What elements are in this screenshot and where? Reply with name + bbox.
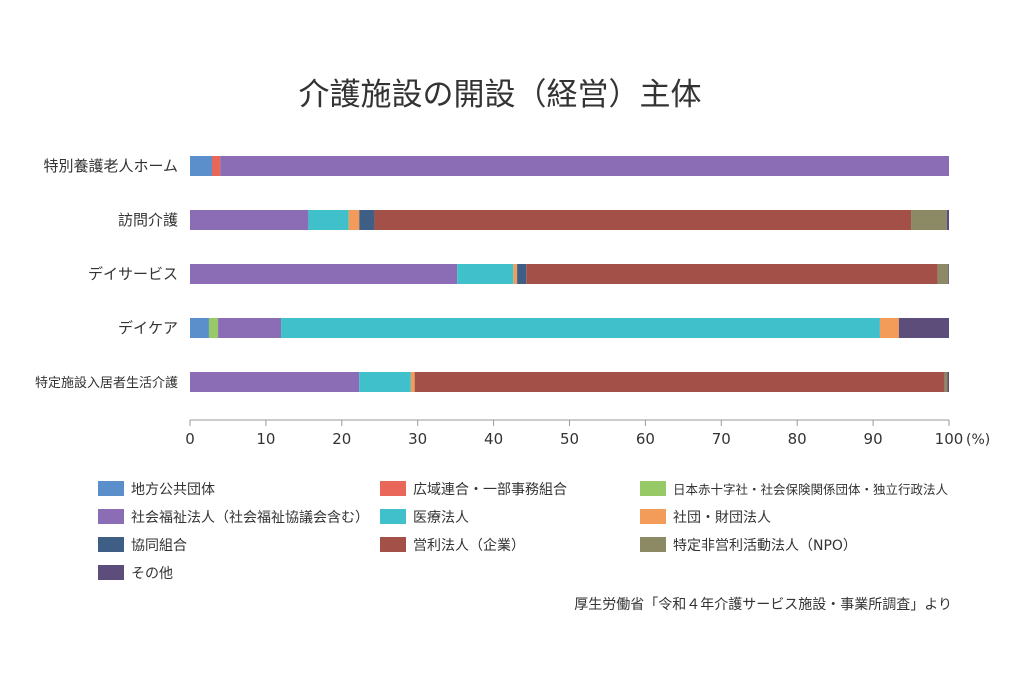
x-tick-label: 60 — [636, 430, 655, 448]
legend-swatch — [640, 481, 666, 496]
legend-label: 協同組合 — [131, 538, 187, 554]
bar-segment — [212, 156, 221, 176]
legend-label: 日本赤十字社・社会保険関係団体・独立行政法人 — [673, 482, 949, 497]
x-tick-label: 0 — [185, 430, 195, 448]
bar-segment — [359, 372, 411, 392]
bar-segment — [374, 210, 912, 230]
bar-segment — [220, 156, 950, 176]
chart-title: 介護施設の開設（経営）主体 — [299, 77, 702, 113]
legend-label: 社会福祉法人（社会福祉協議会含む） — [131, 509, 369, 526]
legend-swatch — [640, 537, 666, 552]
x-tick-label: 30 — [408, 430, 427, 448]
source-note: 厚生労働省「令和４年介護サービス施設・事業所調査」より — [574, 597, 952, 613]
legend-swatch — [98, 537, 124, 552]
bars-layer — [190, 156, 950, 392]
legend-label: 社団・財団法人 — [673, 510, 771, 526]
category-label: デイケア — [118, 319, 178, 337]
x-tick-label: 100 — [935, 430, 964, 448]
bar-segment — [911, 210, 947, 230]
legend-swatch — [640, 509, 666, 524]
bar-segment — [190, 372, 360, 392]
bar-segment — [879, 318, 899, 338]
bar-segment — [208, 318, 219, 338]
legend-label: その他 — [131, 566, 173, 582]
category-label: 訪問介護 — [118, 211, 178, 229]
legend-swatch — [98, 481, 124, 496]
bar-segment — [308, 210, 349, 230]
x-axis-unit-label: (%) — [966, 432, 990, 448]
bar-segment — [410, 372, 415, 392]
bar-segment — [414, 372, 945, 392]
x-tick-label: 90 — [864, 430, 883, 448]
legend-swatch — [98, 509, 124, 524]
category-label: 特定施設入居者生活介護 — [35, 375, 178, 391]
category-label: デイサービス — [88, 265, 178, 283]
x-tick-label: 70 — [712, 430, 731, 448]
bar-segment — [190, 264, 458, 284]
legend-label: 特定非営利活動法人（NPO） — [673, 538, 857, 554]
legend-swatch — [380, 509, 406, 524]
bar-segment — [457, 264, 514, 284]
legend-swatch — [380, 537, 406, 552]
legend-swatch — [98, 565, 124, 580]
x-tick-label: 50 — [560, 430, 579, 448]
x-tick-label: 20 — [332, 430, 351, 448]
category-label: 特別養護老人ホーム — [43, 157, 178, 175]
bar-segment — [937, 264, 949, 284]
bar-segment — [359, 210, 375, 230]
legend-label: 地方公共団体 — [131, 482, 215, 498]
legend: 地方公共団体 広域連合・一部事務組合 日本赤十字社・社会保険関係団体・独立行政法人社… — [98, 481, 949, 582]
bar-segment — [948, 264, 949, 284]
bar-segment — [517, 264, 527, 284]
legend-label: 営利法人（企業） — [413, 537, 525, 554]
x-tick-label: 80 — [788, 430, 807, 448]
bar-segment — [190, 210, 309, 230]
bar-segment — [218, 318, 282, 338]
legend-label: 医療法人 — [413, 509, 469, 526]
bar-segment — [281, 318, 880, 338]
bar-segment — [348, 210, 360, 230]
bar-segment — [190, 156, 213, 176]
bar-segment — [513, 264, 518, 284]
bar-segment — [946, 210, 949, 230]
legend-label: 広域連合・一部事務組合 — [413, 482, 567, 498]
legend-swatch — [380, 481, 406, 496]
x-axis-ticks: 0 10 20 30 40 50 60 70 80 90 100 — [185, 420, 963, 448]
bar-segment — [190, 318, 209, 338]
bar-segment — [898, 318, 949, 338]
bar-segment — [944, 372, 948, 392]
bar-segment — [526, 264, 938, 284]
bar-segment — [947, 372, 949, 392]
x-tick-label: 40 — [484, 430, 503, 448]
x-tick-label: 10 — [256, 430, 275, 448]
